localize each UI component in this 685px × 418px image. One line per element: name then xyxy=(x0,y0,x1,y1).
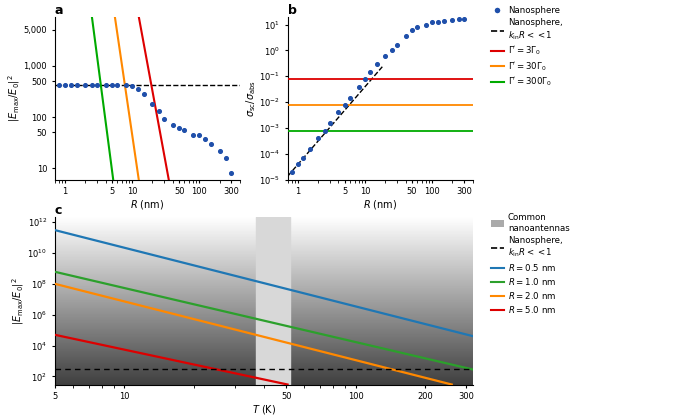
Legend: Common
nanoantennas, Nanosphere,
$k_{\mathrm{in}}R{<}{<}1$, $R=0.5$ nm, $R=1.0$ : Common nanoantennas, Nanosphere, $k_{\ma… xyxy=(490,213,570,315)
Point xyxy=(121,82,132,88)
Point xyxy=(386,47,397,54)
Point xyxy=(53,81,64,88)
Point xyxy=(400,33,411,40)
Point xyxy=(313,135,324,142)
Point xyxy=(71,81,82,88)
Point xyxy=(333,109,344,116)
Point xyxy=(365,69,376,75)
Point xyxy=(380,53,391,59)
Point xyxy=(179,127,190,134)
Legend: Nanosphere, Nanosphere,
$k_{\mathrm{in}}R{<}{<}1$, $\Gamma'=3\Gamma_0$, $\Gamma': Nanosphere, Nanosphere, $k_{\mathrm{in}}… xyxy=(490,6,562,88)
Point xyxy=(226,170,237,177)
Point xyxy=(92,81,103,88)
Point xyxy=(459,15,470,22)
Text: c: c xyxy=(55,204,62,217)
Point xyxy=(138,91,149,97)
Point xyxy=(407,27,418,33)
Point xyxy=(127,83,138,89)
Point xyxy=(371,61,382,67)
Point xyxy=(100,81,111,88)
Point xyxy=(199,135,210,142)
X-axis label: $R$ (nm): $R$ (nm) xyxy=(363,198,397,211)
Point xyxy=(80,81,91,88)
X-axis label: $R$ (nm): $R$ (nm) xyxy=(130,198,164,211)
Point xyxy=(298,155,309,161)
Point xyxy=(194,132,205,138)
Text: b: b xyxy=(288,4,297,17)
Point xyxy=(325,120,336,127)
Text: a: a xyxy=(55,4,63,17)
Point xyxy=(340,101,351,108)
Point xyxy=(292,161,303,168)
Point xyxy=(353,83,364,90)
Point xyxy=(221,155,232,161)
Point xyxy=(206,140,216,147)
Point xyxy=(167,122,178,128)
Point xyxy=(147,101,158,107)
Point xyxy=(214,148,225,154)
Y-axis label: $|E_\mathrm{max}/E_0|^2$: $|E_\mathrm{max}/E_0|^2$ xyxy=(10,277,26,325)
Point xyxy=(319,127,330,134)
Point xyxy=(432,18,443,25)
Point xyxy=(453,16,464,23)
Point xyxy=(159,116,170,123)
Point xyxy=(427,19,438,26)
Point xyxy=(392,42,403,48)
Point xyxy=(412,24,423,31)
Point xyxy=(60,81,71,88)
Point xyxy=(360,75,371,82)
Point xyxy=(107,81,118,88)
Point xyxy=(153,108,164,115)
Point xyxy=(421,21,432,28)
Point xyxy=(174,125,185,132)
Point xyxy=(438,18,449,24)
Point xyxy=(447,17,458,23)
Point xyxy=(345,94,356,101)
Y-axis label: $\sigma_\mathrm{sc}/\sigma_\mathrm{abs}$: $\sigma_\mathrm{sc}/\sigma_\mathrm{abs}$ xyxy=(244,80,258,117)
Point xyxy=(65,81,76,88)
Point xyxy=(112,81,123,88)
Point xyxy=(132,86,143,92)
Point xyxy=(188,132,199,138)
X-axis label: $T$ (K): $T$ (K) xyxy=(251,403,276,415)
Point xyxy=(304,146,315,153)
Point xyxy=(86,81,97,88)
Y-axis label: $|E_\mathrm{max}/E_0|^2$: $|E_\mathrm{max}/E_0|^2$ xyxy=(6,74,22,122)
Point xyxy=(286,168,297,175)
